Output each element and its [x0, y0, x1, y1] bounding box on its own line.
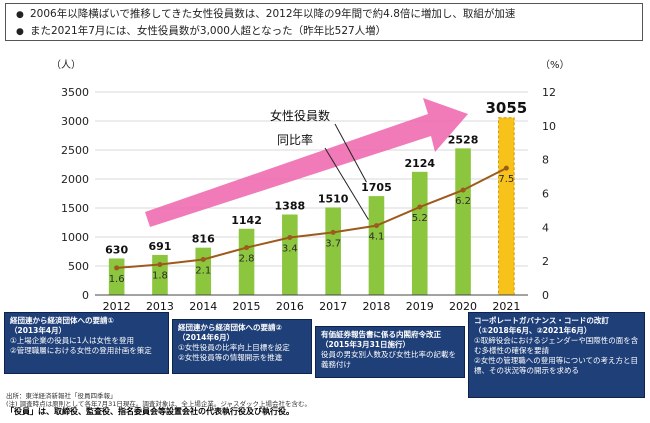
note-4-sub: （①2018年6月、②2021年6月） — [474, 326, 592, 335]
source-line-2: (注) 調査時点は原則として各年7月31日現在。調査対象は、全上場企業。ジャスダ… — [6, 400, 312, 408]
note-1-sub: （2013年4月） — [10, 326, 67, 335]
ratio-point — [373, 223, 379, 229]
y-left-tick-label: 2000 — [61, 173, 89, 186]
ratio-point — [417, 204, 423, 210]
y-left-tick-label: 1000 — [61, 231, 89, 244]
bar-2020 — [455, 148, 471, 295]
bullet-icon: ● — [16, 10, 24, 20]
ratio-value-label: 2.1 — [195, 265, 211, 276]
y-right-tick-label: 6 — [542, 188, 549, 201]
trend-arrow-icon — [145, 98, 468, 227]
bar-value-label: 1388 — [275, 199, 306, 212]
summary-line-1: ● 2006年以降横ばいで推移してきた女性役員数は、2012年以降の9年間で約4.… — [16, 6, 632, 23]
bar-2021 — [498, 117, 515, 296]
ratio-value-label: 3.4 — [282, 243, 298, 254]
note-2-item: ①女性役員の比率向上目標を設定 — [178, 343, 290, 352]
y-right-axis-label: （%） — [540, 59, 570, 71]
ratio-value-label: 4.1 — [368, 232, 384, 243]
bar-2016 — [282, 214, 298, 295]
source-notes: 出所：東洋経済新報社「役員四季報」 (注) 調査時点は原則として各年7月31日現… — [6, 392, 311, 416]
x-tick-label: 2012 — [103, 300, 131, 312]
bar-2017 — [325, 207, 341, 295]
bar-2018 — [368, 196, 385, 295]
ratio-value-label: 2.8 — [239, 254, 255, 265]
bar-value-label: 1510 — [318, 192, 349, 205]
bar-series-annotation: 女性役員数 — [270, 108, 330, 123]
summary-box: ● 2006年以降横ばいで推移してきた女性役員数は、2012年以降の9年間で約4.… — [5, 3, 643, 41]
x-tick-label: 2020 — [449, 300, 477, 312]
ratio-point — [200, 256, 206, 262]
ratio-point — [157, 262, 163, 268]
note-1-title: 経団連から経済団体への要請① — [10, 316, 114, 325]
bar-2019 — [411, 171, 428, 295]
note-box-2: 経団連から経済団体への要請② （2014年6月） ①女性役員の比率向上目標を設定… — [172, 319, 312, 374]
y-right-tick-label: 8 — [542, 154, 549, 167]
y-right-tick-label: 10 — [542, 120, 556, 133]
ratio-point — [287, 234, 293, 240]
ratio-value-label: 1.6 — [109, 274, 125, 285]
note-4-item: ②女性の管理職への登用等についての考え方と目標、その状況等の開示を求める — [474, 356, 638, 375]
note-2-item: ②女性役員等の情報開示を推進 — [178, 353, 283, 362]
x-tick-label: 2021 — [492, 300, 520, 312]
note-1-item: ②管理職層における女性の登用計画を策定 — [10, 346, 152, 355]
summary-line-2: ● また2021年7月には、女性役員数が3,000人超となった（昨年比527人増） — [16, 23, 632, 40]
x-tick-label: 2017 — [319, 300, 347, 312]
x-tick-label: 2019 — [406, 300, 434, 312]
x-tick-label: 2015 — [233, 300, 261, 312]
note-3-sub: （2015年3月31日施行） — [321, 340, 411, 349]
note-1-item: ①上場企業の役員に1人は女性を登用 — [10, 336, 134, 345]
y-left-tick-label: 500 — [68, 260, 89, 273]
bar-2015 — [238, 228, 255, 295]
x-tick-label: 2016 — [276, 300, 304, 312]
y-left-tick-label: 3500 — [61, 86, 89, 99]
bar-value-label: 2124 — [404, 157, 435, 170]
y-right-tick-label: 4 — [542, 221, 549, 234]
bar-value-label: 630 — [105, 243, 128, 256]
note-4-item: ①取締役会におけるジェンダーや国際性の面を含む多様性の確保を要請 — [474, 336, 639, 355]
bar-value-label: 1142 — [231, 214, 262, 227]
note-3-item: 役員の男女別人数及び女性比率の記載を義務付け — [321, 350, 456, 369]
note-box-4: コーポレートガバナンス・コードの改訂 （①2018年6月、②2021年6月） ①… — [468, 312, 645, 398]
ratio-point — [244, 245, 250, 251]
x-tick-label: 2018 — [362, 300, 390, 312]
y-left-tick-label: 1500 — [61, 202, 89, 215]
ratio-line — [116, 167, 507, 269]
y-left-tick-label: 3000 — [61, 115, 89, 128]
annotation-leader — [334, 123, 367, 183]
line-series-annotation: 同比率 — [277, 132, 313, 147]
note-4-title: コーポレートガバナンス・コードの改訂 — [474, 316, 609, 325]
source-line-1: 出所：東洋経済新報社「役員四季報」 — [6, 392, 117, 400]
source-definition: 「役員」は、取締役、監査役、指名委員会等設置会社の代表執行役及び執行役。 — [6, 407, 294, 416]
bar-value-label: 816 — [192, 233, 215, 246]
x-tick-label: 2013 — [146, 300, 174, 312]
ratio-point — [114, 265, 120, 271]
bar-value-label: 1705 — [361, 181, 392, 194]
ratio-point — [330, 229, 336, 235]
y-right-tick-label: 0 — [542, 289, 549, 302]
ratio-value-label: 3.7 — [325, 238, 341, 249]
bar-value-label: 2528 — [448, 133, 479, 146]
bullet-icon: ● — [16, 27, 24, 37]
ratio-value-label: 1.8 — [152, 271, 168, 282]
chart: 0 500 1000 1500 2000 2500 3000 3500 0 2 4 6 8 10 12 （人）… — [51, 59, 570, 312]
y-left-tick-label: 0 — [82, 289, 89, 302]
y-right-tick-label: 12 — [542, 86, 556, 99]
ratio-value-label: 6.2 — [455, 196, 471, 207]
ratio-point — [503, 165, 509, 171]
y-left-axis-label: （人） — [51, 59, 81, 71]
bar-value-label: 691 — [148, 240, 171, 253]
y-left-tick-label: 2500 — [61, 144, 89, 157]
note-3-title: 有価証券報告書に係る内閣府令改正 — [321, 330, 441, 339]
ratio-value-label: 5.2 — [412, 213, 428, 224]
note-2-title: 経団連から経済団体への要請② — [178, 323, 282, 332]
x-tick-label: 2014 — [189, 300, 217, 312]
bar-value-label: 3055 — [485, 99, 527, 117]
note-box-3: 有価証券報告書に係る内閣府令改正 （2015年3月31日施行） 役員の男女別人数… — [315, 326, 465, 378]
note-box-1: 経団連から経済団体への要請① （2013年4月） ①上場企業の役員に1人は女性を… — [4, 312, 169, 374]
annotation-leader — [324, 147, 369, 220]
y-right-tick-label: 2 — [542, 255, 549, 268]
ratio-value-label: 7.5 — [498, 174, 514, 185]
ratio-point — [460, 187, 466, 193]
note-2-sub: （2014年6月） — [178, 333, 235, 342]
